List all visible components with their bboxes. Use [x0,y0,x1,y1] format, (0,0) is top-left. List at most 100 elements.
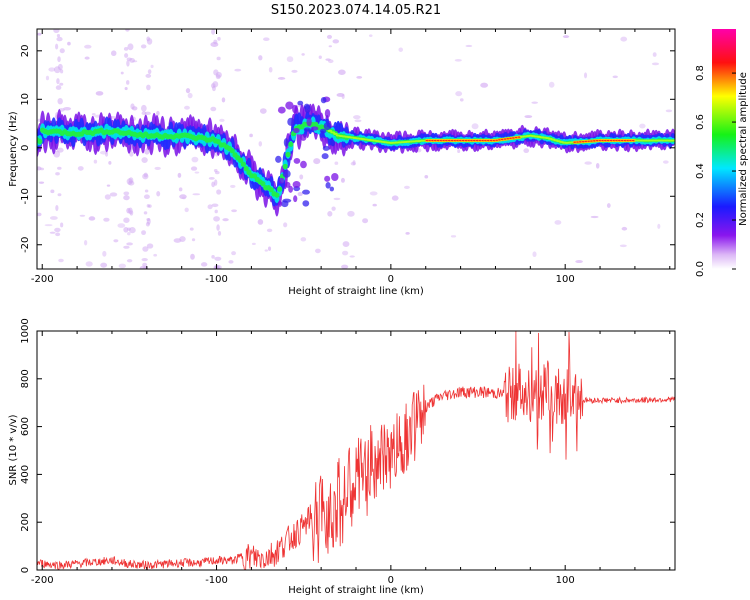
spectrogram-noise-blob [192,193,201,196]
colorbar-tick-label: 0.0 [695,261,706,277]
spectrogram-lobe-blob [300,160,307,169]
spectrogram-streak-blob [214,265,220,269]
spectrogram-lobe-blob [300,133,307,141]
spectrogram-noise-blob [191,238,196,242]
spectrogram-noise-blob [208,177,215,180]
spectrogram-x-tick-label: 100 [556,274,575,285]
snr-y-label: SNR (10 * v/v) [8,414,19,485]
spectrogram-noise-blob [652,52,657,57]
spectrogram-noise-blob [179,236,186,243]
spectrogram-image [37,29,675,269]
spectrogram-streak-blob [211,29,216,35]
spectrogram-noise-blob [179,194,187,200]
spectrogram-noise-blob [391,195,399,201]
spectrogram-noise-blob [583,72,588,79]
spectrogram-noise-blob [37,212,42,217]
spectrogram-lobe-blob [330,139,336,147]
spectrogram-noise-blob [404,185,410,189]
spectrogram-ridge-hot [327,129,333,132]
spectrogram-noise-blob [106,184,111,187]
spectrogram-noise-blob [277,77,286,80]
colorbar-tick-label: 0.4 [695,163,706,179]
spectrogram-streak-blob [143,194,150,200]
spectrogram-streak-blob [128,207,133,215]
spectrogram-noise-blob [222,218,229,222]
spectrogram-lobe-blob [282,169,291,178]
spectrogram-noise-blob [651,62,660,66]
spectrogram-noise-blob [123,226,129,233]
spectrogram-noise-blob [63,107,72,111]
spectrogram-streak-blob [146,243,154,249]
spectrogram-streak-blob [214,209,218,214]
spectrogram-noise-blob [619,244,627,248]
spectrogram-streak-blob [53,150,61,158]
spectrogram-streak-blob [59,82,64,86]
spectrogram-lobe-blob [277,200,283,207]
spectrogram-lobe-blob [287,117,295,126]
spectrogram-noise-blob [50,189,55,194]
spectrogram-streak-blob [141,230,147,236]
spectrogram-streak-blob [55,85,62,90]
spectrogram-streak-blob [55,204,59,212]
spectrogram-streak-blob [213,169,218,173]
spectrogram-noise-blob [531,101,539,104]
spectrogram-lobe-blob [319,128,327,134]
snr-y-tick-label: 200 [20,513,31,532]
spectrogram-streak-blob [123,217,130,223]
spectrogram-noise-blob [249,133,253,138]
spectrogram-streak-blob [127,43,134,51]
spectrogram-noise-blob [300,237,307,242]
spectrogram-y-label: Frequency (Hz) [8,111,19,187]
spectrogram-noise-blob [299,174,304,180]
spectrogram-noise-blob [83,239,88,246]
spectrogram-streak-blob [142,246,149,252]
spectrogram-noise-blob [104,194,111,200]
snr-y-tick-label: 800 [20,369,31,388]
spectrogram-noise-blob [532,251,537,258]
spectrogram-noise-blob [126,232,131,236]
colorbar-gradient [712,29,736,269]
spectrogram-streak-blob [125,29,130,32]
spectrogram-noise-blob [207,204,213,210]
spectrogram-streak-blob [126,242,133,246]
spectrogram-streak-blob [57,56,61,63]
spectrogram-ridge-core [229,148,235,154]
spectrogram-noise-blob [405,232,410,235]
spectrogram-lobe-blob [321,153,329,160]
spectrogram-lobe-blob [323,122,332,131]
spectrogram-noise-blob [38,181,45,184]
spectrogram-noise-blob [454,58,462,62]
spectrogram-noise-blob [257,219,264,225]
spectrogram-noise-blob [184,207,189,213]
spectrogram-noise-blob [612,75,618,79]
spectrogram-noise-blob [91,112,96,116]
spectrogram-ridge-core [243,165,249,172]
spectrogram-noise-blob [44,224,53,227]
spectrogram-streak-blob [216,56,221,61]
spectrogram-noise-blob [49,231,56,234]
spectrogram-noise-blob [455,91,463,97]
spectrogram-streak-blob [54,227,61,233]
spectrogram-noise-blob [67,41,71,46]
spectrogram-noise-blob [327,211,333,217]
spectrogram-x-tick-label: 0 [388,274,394,285]
spectrogram-lobe-blob [278,177,285,184]
spectrogram-noise-blob [156,110,160,116]
spectrogram-noise-blob [184,105,190,110]
spectrogram-noise-blob [251,242,256,245]
spectrogram-noise-blob [369,191,378,196]
spectrogram-noise-blob [347,210,355,217]
spectrogram-streak-blob [213,39,218,45]
spectrogram-streak-blob [146,204,150,208]
spectrogram-lobe-blob [329,186,335,192]
spectrogram-lobe-blob [292,104,298,114]
spectrogram-noise-blob [189,227,194,231]
snr-x-tick-label: 100 [556,575,575,586]
spectrogram-streak-blob [126,227,131,231]
spectrogram-streak-blob [130,103,135,110]
spectrogram-streak-blob [213,216,220,222]
spectrogram-y-tick-label: 20 [20,44,31,57]
spectrogram-noise-blob [326,34,333,39]
spectrogram-lobe-blob [304,104,311,114]
